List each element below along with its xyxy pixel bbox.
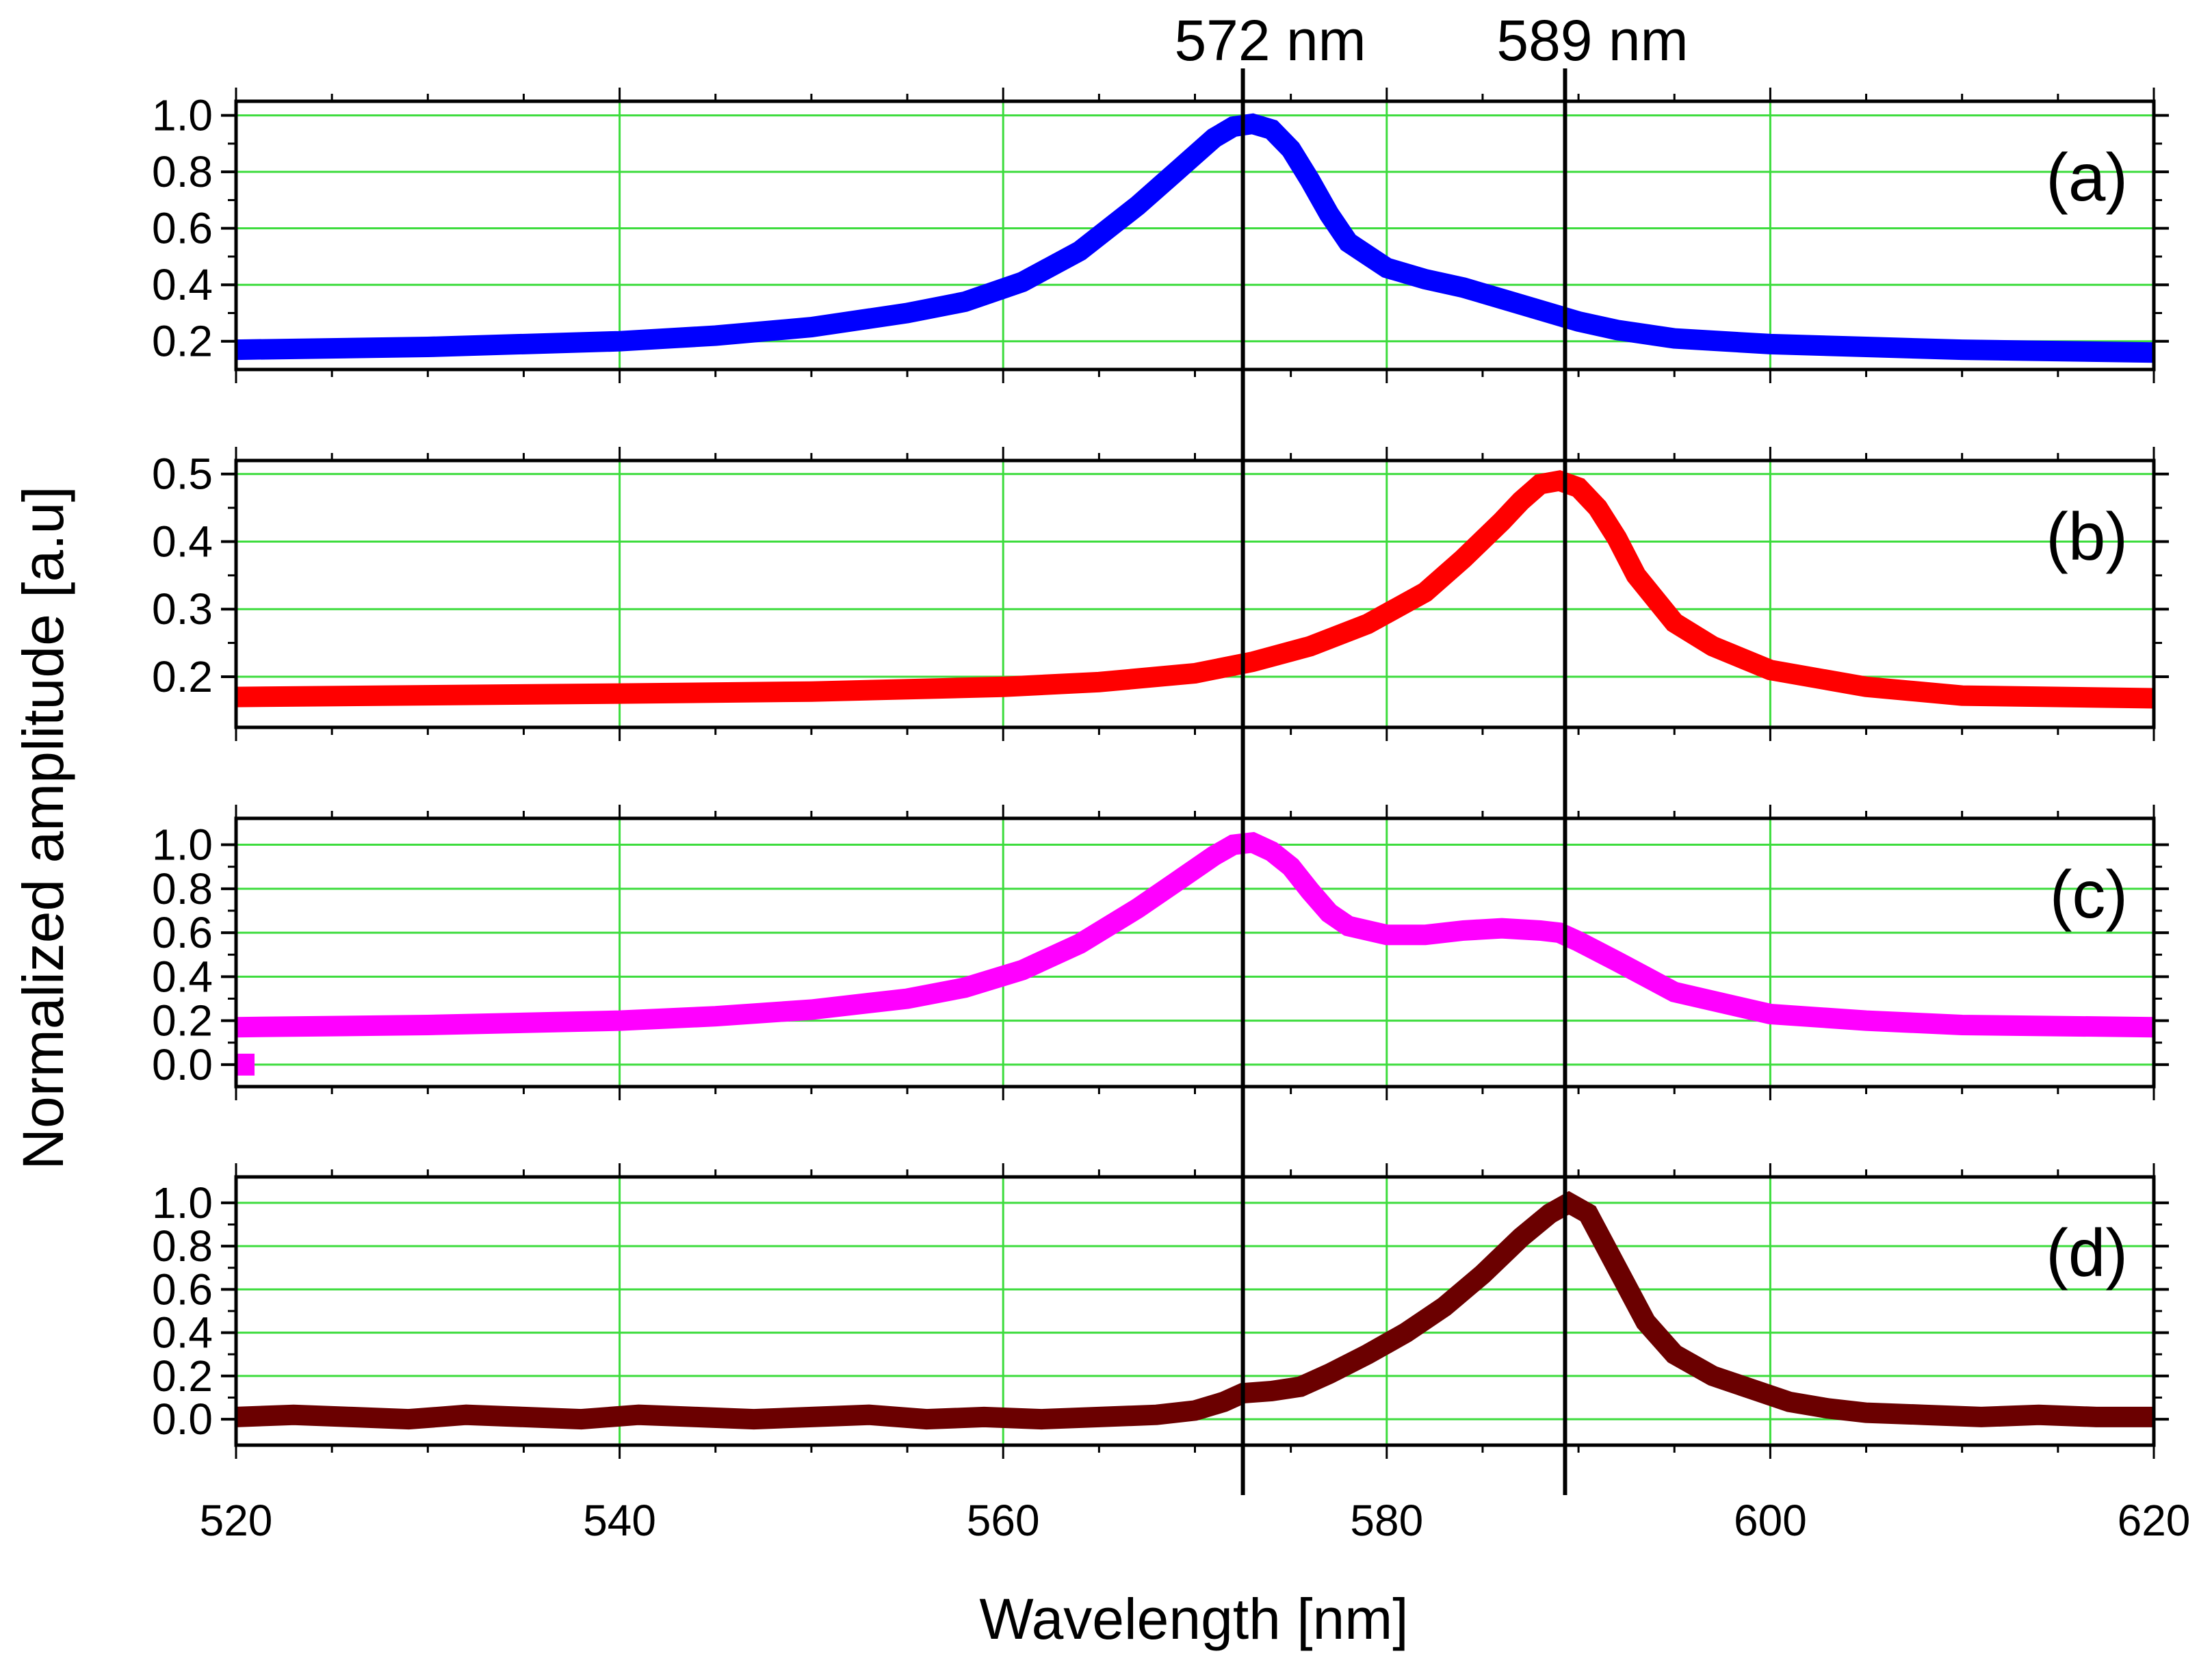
y-tick-label: 0.6	[152, 908, 213, 957]
series-line	[235, 831, 2155, 1038]
y-axis-title: Normalized amplitude [a.u]	[11, 486, 75, 1169]
y-tick-label: 0.6	[152, 1265, 213, 1314]
x-tick-label: 620	[2118, 1496, 2191, 1545]
y-tick-label: 0.6	[152, 204, 213, 253]
panel-frame	[234, 816, 2156, 1089]
y-tick-label: 0.2	[152, 1351, 213, 1401]
panel-frame	[234, 99, 2156, 372]
series-line	[235, 1191, 2154, 1430]
x-tick-label: 520	[200, 1496, 273, 1545]
x-axis: 520 540 560 580 600 620	[200, 1496, 2191, 1545]
x-tick-label: 600	[1734, 1496, 1807, 1545]
outlier-point	[237, 1053, 255, 1076]
panel-label: (a)	[2046, 140, 2128, 215]
x-tick-label: 540	[583, 1496, 656, 1545]
panel-label: (d)	[2046, 1215, 2128, 1291]
panel-label: (c)	[2050, 857, 2128, 932]
y-tick-label: 0.4	[152, 952, 213, 1001]
y-tick-label: 0.2	[152, 652, 213, 701]
panels-layer: 0.20.40.60.81.0(a)0.20.30.40.5(b)0.00.20…	[152, 88, 2169, 1459]
panel-d: 0.00.20.40.60.81.0 (d)	[152, 1163, 2169, 1459]
reference-line-label: 589 nm	[1496, 8, 1688, 73]
series-line	[235, 113, 2155, 363]
x-tick-label: 580	[1350, 1496, 1423, 1545]
panel-frame	[234, 1175, 2156, 1447]
x-axis-title: Wavelength [nm]	[979, 1587, 1408, 1651]
y-tick-label: 0.8	[152, 1221, 213, 1271]
y-tick-label: 0.8	[152, 147, 213, 196]
y-tick-label: 1.0	[152, 820, 213, 870]
y-tick-label: 0.0	[152, 1040, 213, 1089]
y-tick-label: 0.8	[152, 864, 213, 913]
reference-line-label: 572 nm	[1174, 8, 1366, 73]
y-tick-label: 0.4	[152, 1308, 213, 1358]
series-line	[235, 470, 2155, 709]
y-tick-label: 0.4	[152, 260, 213, 309]
y-tick-label: 0.3	[152, 584, 213, 634]
y-tick-label: 0.5	[152, 450, 213, 499]
panel-a: 0.2 0.4 0.6 0.8 1.0 (a)	[152, 88, 2169, 383]
y-tick-label: 1.0	[152, 1178, 213, 1228]
y-tick-label: 1.0	[152, 91, 213, 140]
y-tick-label: 0.0	[152, 1395, 213, 1444]
y-tick-label: 0.4	[152, 517, 213, 566]
reference-lines-layer: 572 nm 589 nm	[1174, 8, 1689, 1495]
y-tick-label: 0.2	[152, 996, 213, 1046]
panel-label: (b)	[2046, 499, 2128, 574]
y-tick-label: 0.2	[152, 317, 213, 366]
panel-frame	[234, 458, 2156, 729]
panel-c: 0.00.20.40.60.81.0 (c)	[152, 805, 2169, 1100]
panel-b: 0.2 0.3 0.4 0.5 (b)	[152, 447, 2169, 741]
x-tick-label: 560	[967, 1496, 1040, 1545]
